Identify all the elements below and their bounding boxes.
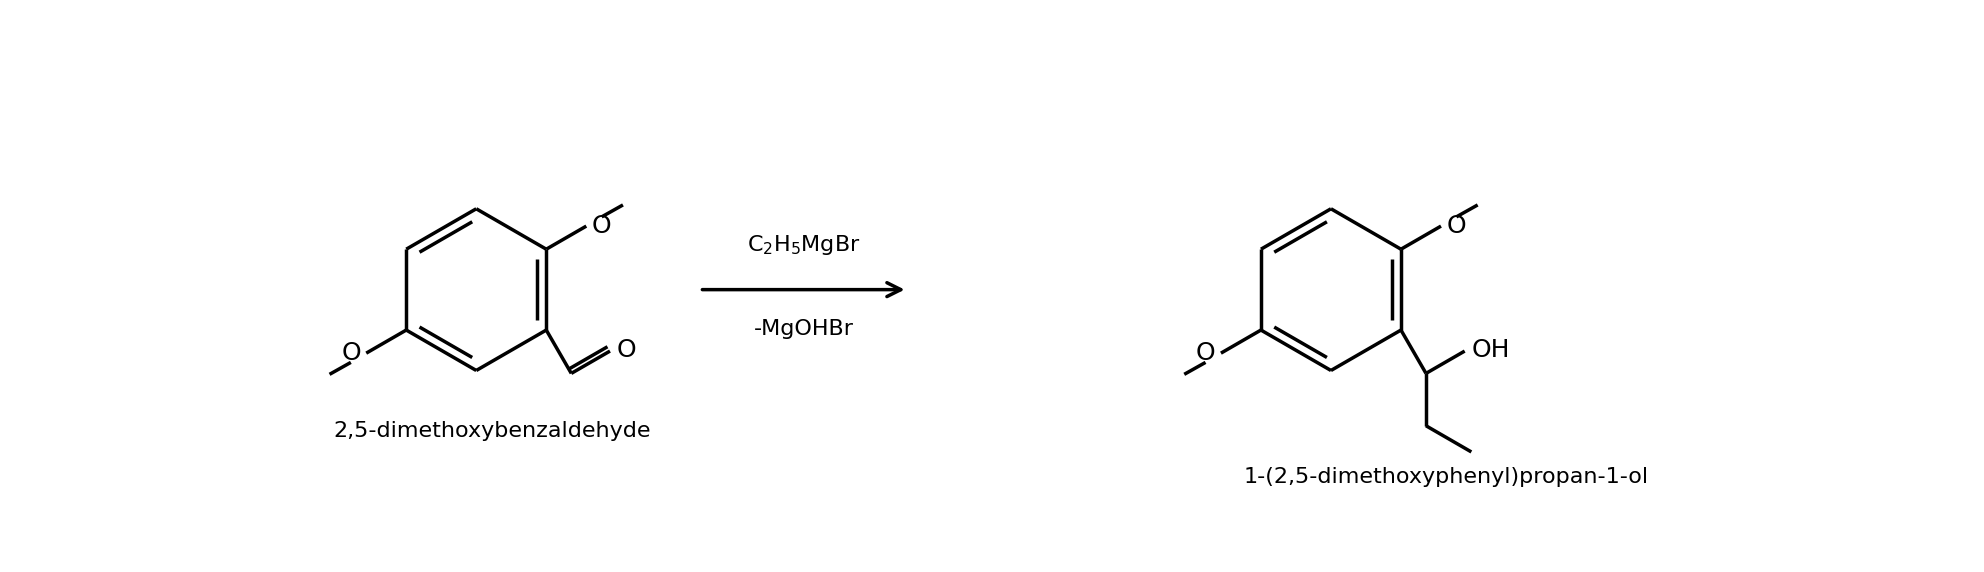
Text: 1-(2,5-dimethoxyphenyl)propan-1-ol: 1-(2,5-dimethoxyphenyl)propan-1-ol — [1244, 467, 1649, 487]
Text: O: O — [1196, 341, 1216, 365]
Text: C$_2$H$_5$MgBr: C$_2$H$_5$MgBr — [746, 233, 861, 257]
Text: -MgOHBr: -MgOHBr — [754, 319, 853, 339]
Text: O: O — [1446, 214, 1466, 238]
Text: O: O — [617, 337, 637, 362]
Text: O: O — [341, 341, 361, 365]
Text: 2,5-dimethoxybenzaldehyde: 2,5-dimethoxybenzaldehyde — [333, 420, 651, 440]
Text: OH: OH — [1472, 337, 1510, 362]
Text: O: O — [591, 214, 611, 238]
